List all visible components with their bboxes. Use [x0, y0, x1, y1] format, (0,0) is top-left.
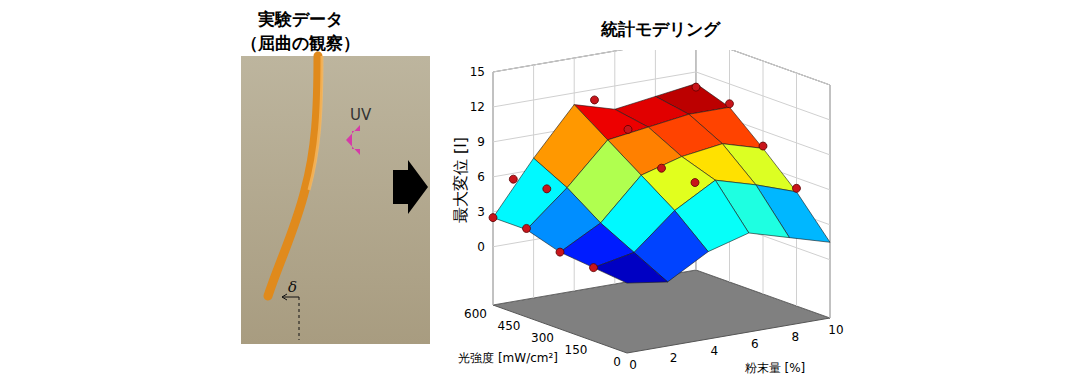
- svg-text:0: 0: [629, 358, 637, 372]
- svg-text:450: 450: [498, 319, 521, 333]
- html-text:（屈曲の観察）: （屈曲の観察）: [240, 33, 360, 53]
- svg-text:12: 12: [470, 100, 485, 114]
- svg-text:600: 600: [464, 307, 487, 321]
- svg-text:最大変位 [l]: 最大変位 [l]: [451, 137, 470, 223]
- svg-text:3: 3: [477, 205, 485, 219]
- svg-text:UV: UV: [350, 106, 372, 124]
- svg-text:150: 150: [565, 343, 588, 357]
- svg-text:300: 300: [531, 331, 554, 345]
- svg-text:6: 6: [477, 170, 485, 184]
- svg-text:4: 4: [710, 344, 718, 358]
- svg-text:9: 9: [477, 135, 485, 149]
- svg-text:6: 6: [751, 337, 759, 351]
- svg-text:光強度 [mW/cm²]: 光強度 [mW/cm²]: [458, 351, 558, 365]
- svg-text:2: 2: [670, 351, 678, 365]
- svg-text:0: 0: [613, 355, 621, 369]
- svg-text:δ: δ: [288, 278, 297, 296]
- svg-text:粉末量 [%]: 粉末量 [%]: [745, 361, 806, 375]
- svg-text:0: 0: [477, 240, 485, 254]
- svg-text:10: 10: [828, 323, 843, 337]
- html-text:統計モデリング: 統計モデリング: [600, 19, 720, 39]
- svg-text:15: 15: [470, 65, 485, 79]
- svg-text:8: 8: [792, 330, 800, 344]
- html-text:実験データ: 実験データ: [257, 9, 343, 29]
